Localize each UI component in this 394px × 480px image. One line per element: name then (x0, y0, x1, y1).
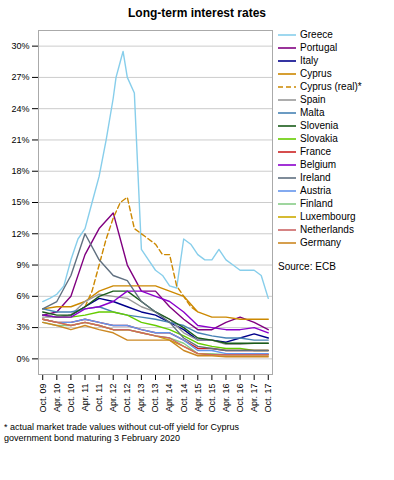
svg-text:Apr. 15: Apr. 15 (193, 384, 203, 413)
svg-text:15%: 15% (11, 197, 29, 207)
svg-text:Apr. 17: Apr. 17 (249, 384, 259, 413)
html-text:Greece: Greece (300, 29, 333, 40)
svg-text:Oct. 10: Oct. 10 (66, 384, 76, 413)
svg-text:Oct. 14: Oct. 14 (179, 384, 189, 413)
svg-text:27%: 27% (11, 72, 29, 82)
svg-text:21%: 21% (11, 135, 29, 145)
svg-text:Oct. 17: Oct. 17 (263, 384, 273, 413)
svg-text:3%: 3% (16, 322, 29, 332)
svg-text:Apr. 11: Apr. 11 (80, 384, 90, 412)
svg-text:Oct. 11: Oct. 11 (94, 384, 104, 412)
svg-text:12%: 12% (11, 229, 29, 239)
svg-text:24%: 24% (11, 104, 29, 114)
svg-text:Oct. 15: Oct. 15 (207, 384, 217, 413)
svg-text:Apr. 13: Apr. 13 (136, 384, 146, 413)
html-text:France: France (300, 146, 332, 157)
html-text:Malta: Malta (300, 107, 325, 118)
svg-text:Oct. 12: Oct. 12 (122, 384, 132, 413)
svg-text:Apr. 14: Apr. 14 (164, 384, 174, 413)
html-text:Cyprus (real)*: Cyprus (real)* (300, 81, 362, 92)
svg-text:9%: 9% (16, 260, 29, 270)
html-text:Portugal: Portugal (300, 42, 338, 53)
html-text:* actual market trade values w: * actual market trade values without cut… (4, 422, 239, 443)
html-text:Cyprus: Cyprus (300, 68, 332, 79)
html-text:Belgium: Belgium (300, 159, 337, 170)
svg-text:Apr. 16: Apr. 16 (221, 384, 231, 413)
svg-text:6%: 6% (16, 291, 29, 301)
svg-text:Apr. 10: Apr. 10 (52, 384, 62, 413)
html-text:Austria: Austria (300, 185, 332, 196)
html-text:Italy: Italy (300, 55, 319, 66)
svg-text:0%: 0% (16, 354, 29, 364)
html-text:Spain: Spain (300, 94, 326, 105)
html-text:Netherlands: Netherlands (300, 224, 354, 235)
html-text:Germany: Germany (300, 237, 342, 248)
html-text:Finland: Finland (300, 198, 333, 209)
html-text:Slovakia: Slovakia (300, 133, 338, 144)
html-text:Luxembourg: Luxembourg (300, 211, 356, 222)
html-text:Ireland: Ireland (300, 172, 331, 183)
svg-text:Oct. 16: Oct. 16 (235, 384, 245, 413)
svg-text:Oct. 13: Oct. 13 (150, 384, 160, 413)
html-text:Slovenia: Slovenia (300, 120, 339, 131)
html-text:Long-term interest rates: Long-term interest rates (128, 6, 266, 20)
svg-text:30%: 30% (11, 41, 29, 51)
html-text:Source: ECB: Source: ECB (278, 261, 336, 272)
svg-text:Apr. 12: Apr. 12 (108, 384, 118, 413)
svg-text:Oct. 09: Oct. 09 (38, 384, 48, 413)
svg-text:18%: 18% (11, 166, 29, 176)
